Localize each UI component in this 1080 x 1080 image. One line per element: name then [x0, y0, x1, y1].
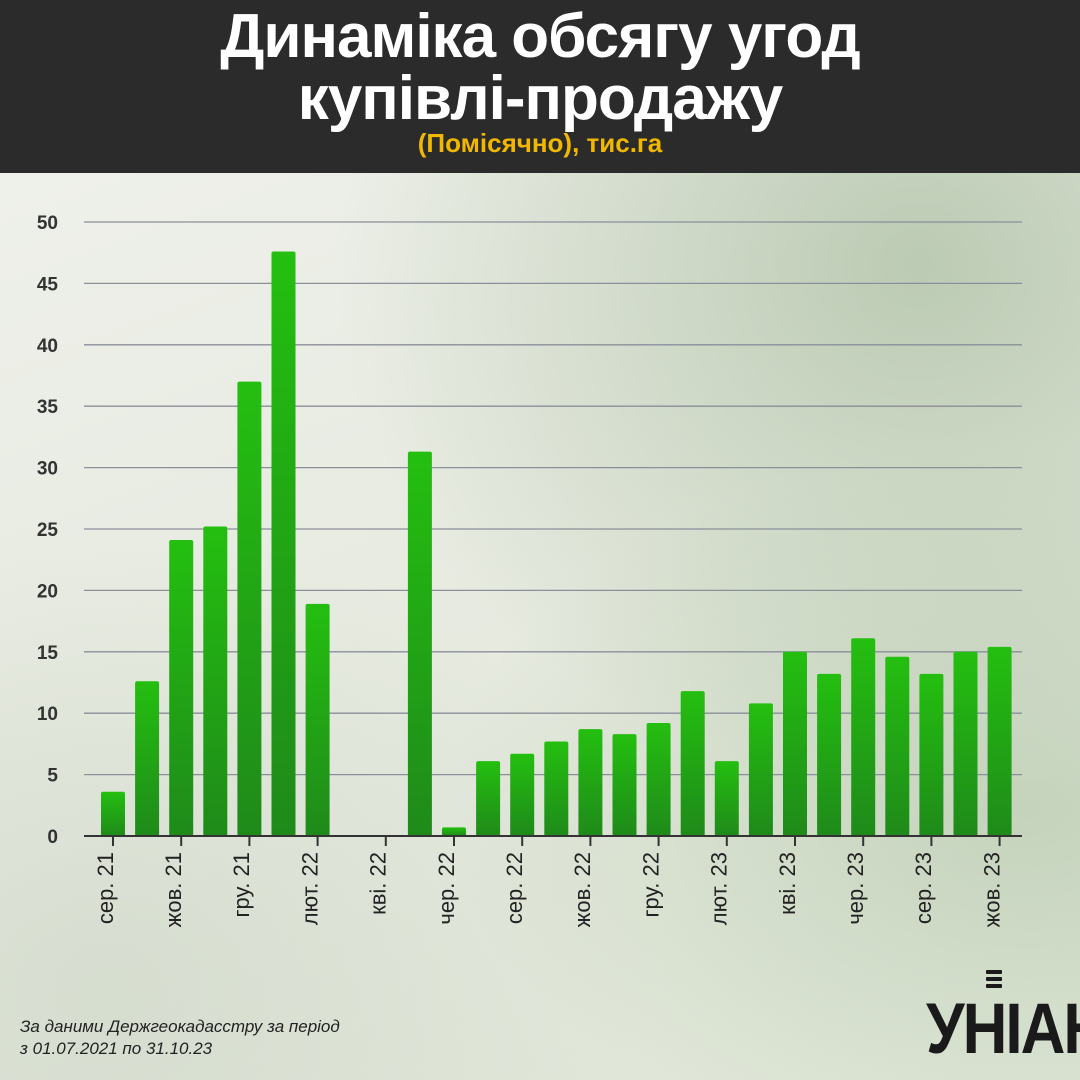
- y-tick-label: 30: [37, 459, 58, 480]
- bar-7: [305, 603, 330, 836]
- header-banner: Динаміка обсягу угод купівлі-продажу (По…: [0, 0, 1080, 173]
- chart-subtitle: (Помісячно), тис.га: [417, 128, 663, 158]
- bar-21: [783, 651, 807, 836]
- bar-17: [646, 723, 671, 836]
- bar-6: [271, 251, 296, 837]
- source-note: За даними Держгеокадасстру за період з 0…: [20, 1016, 620, 1060]
- bar-5: [237, 381, 262, 836]
- bar-16: [612, 734, 637, 836]
- y-tick-label: 50: [37, 213, 58, 234]
- x-tick-label: чер. 23: [843, 852, 868, 925]
- x-tick-label: жов. 23: [979, 852, 1004, 927]
- x-tick-label: сер. 23: [911, 852, 936, 924]
- bar-4: [203, 526, 228, 836]
- bar-18: [680, 691, 705, 836]
- y-tick-label: 10: [37, 704, 58, 725]
- source-line1: За даними Держгеокадасстру за період: [20, 1017, 340, 1036]
- logo-text: УНІАН: [926, 989, 1080, 1070]
- source-line2: з 01.07.2021 по 31.10.23: [20, 1039, 213, 1058]
- bar-23: [851, 638, 876, 836]
- bar-15: [578, 729, 603, 836]
- bar-22: [817, 673, 842, 836]
- y-tick-label: 40: [37, 336, 58, 357]
- x-tick-label: лют. 23: [707, 852, 732, 925]
- y-tick-label: 45: [37, 274, 59, 295]
- logo-lines-icon: [986, 970, 1002, 988]
- bar-14: [544, 741, 569, 836]
- y-tick-label: 25: [37, 520, 59, 541]
- y-tick-label: 35: [37, 397, 59, 418]
- bar-24: [885, 656, 910, 836]
- bar-27: [987, 646, 1012, 836]
- x-tick-label: чер. 22: [434, 852, 459, 925]
- x-tick-label: сер. 21: [93, 852, 118, 924]
- bar-13: [510, 753, 535, 836]
- bar-10: [407, 451, 432, 836]
- bar-1: [101, 791, 125, 836]
- y-tick-label: 15: [37, 643, 59, 664]
- y-tick-label: 5: [47, 766, 58, 787]
- bar-20: [748, 703, 773, 836]
- x-tick-label: кві. 23: [775, 852, 800, 915]
- bar-19: [714, 761, 739, 836]
- x-tick-label: гру. 21: [229, 852, 254, 918]
- chart-title-line2: купівлі-продажу: [297, 64, 783, 133]
- bar-12: [476, 761, 501, 836]
- x-tick-label: сер. 22: [502, 852, 527, 924]
- x-tick-label: кві. 22: [366, 852, 391, 915]
- bar-11: [442, 827, 466, 836]
- x-tick-label: лют. 22: [297, 852, 322, 925]
- bar-26: [953, 651, 978, 836]
- bar-3: [169, 540, 194, 836]
- bar-2: [135, 681, 160, 836]
- y-tick-label: 20: [37, 581, 58, 602]
- x-tick-label: гру. 22: [638, 852, 663, 918]
- unian-logo: УНІАН: [926, 970, 1080, 1067]
- x-tick-label: жов. 21: [161, 852, 186, 927]
- chart-title-line1: Динаміка обсягу угод: [220, 2, 860, 71]
- x-tick-label: жов. 22: [570, 852, 595, 927]
- y-tick-label: 0: [47, 827, 58, 848]
- bar-25: [919, 673, 944, 836]
